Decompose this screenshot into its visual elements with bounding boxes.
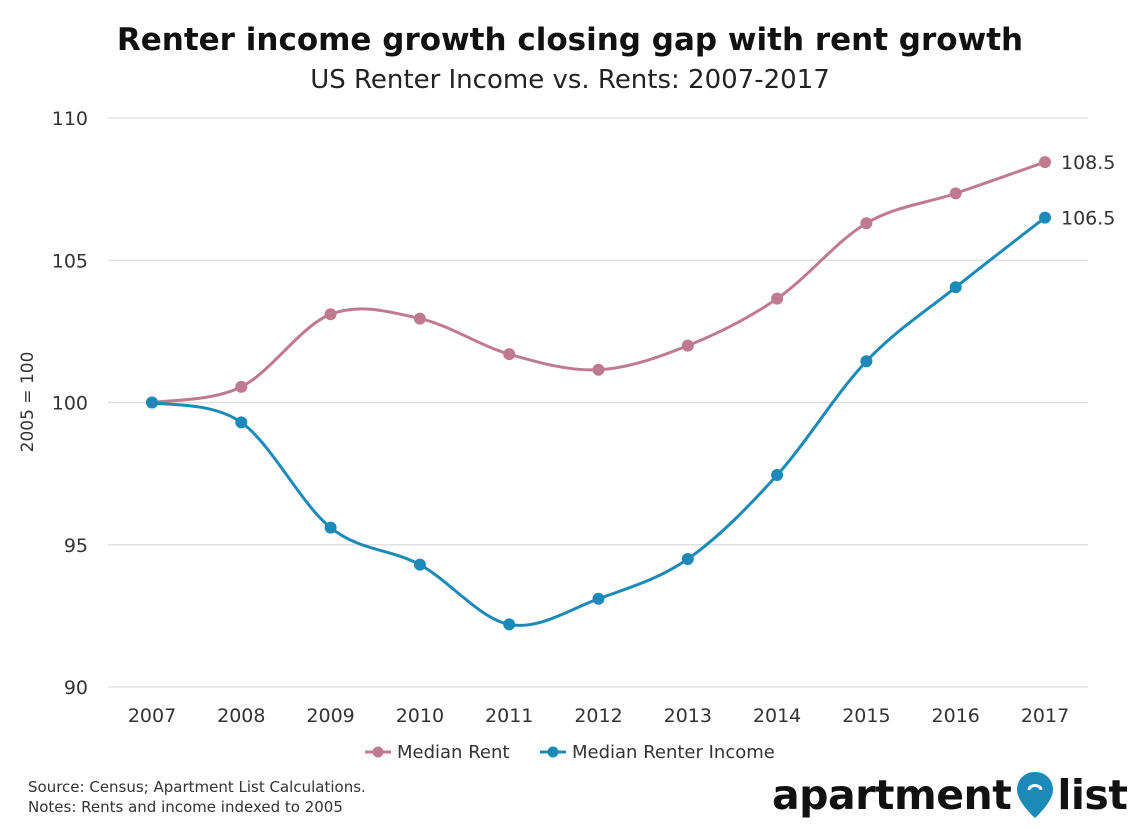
series-median-rent: 108.5 [146, 152, 1115, 409]
logo-text-list: list [1057, 771, 1128, 819]
point-median-rent-2011 [503, 348, 516, 361]
point-median-renter-income-2016 [949, 281, 962, 294]
end-label-median-rent: 108.5 [1061, 152, 1115, 174]
point-median-renter-income-2011 [503, 618, 516, 631]
x-tick-2007: 2007 [128, 705, 176, 727]
legend-label-median-renter-income: Median Renter Income [572, 742, 775, 763]
legend-marker-median-rent [372, 746, 384, 758]
point-median-renter-income-2015 [860, 355, 873, 368]
point-median-rent-2013 [681, 339, 694, 352]
chart-subtitle: US Renter Income vs. Rents: 2007-2017 [310, 65, 830, 95]
point-median-rent-2009 [324, 308, 337, 321]
chart-title: Renter income growth closing gap with re… [117, 22, 1023, 58]
point-median-rent-2017 [1039, 156, 1051, 169]
series-median-renter-income: 106.5 [146, 208, 1115, 631]
legend: Median Rent Median Renter Income [365, 742, 775, 763]
point-median-renter-income-2014 [771, 469, 784, 482]
series-group: 108.5 106.5 [146, 152, 1115, 631]
apartment-list-logo: apartment list [772, 768, 1128, 820]
x-tick-2009: 2009 [306, 705, 354, 727]
point-median-renter-income-2009 [324, 521, 337, 534]
x-tick-2011: 2011 [485, 705, 533, 727]
legend-marker-median-renter-income [547, 746, 559, 758]
notes-note: Notes: Rents and income indexed to 2005 [28, 798, 343, 816]
x-tick-labels: 2007 2008 2009 2010 2011 2012 2013 2014 2015 2016… [128, 705, 1069, 727]
point-median-rent-2014 [771, 292, 784, 305]
y-tick-105: 105 [52, 250, 88, 272]
point-median-rent-2010 [413, 312, 426, 325]
point-median-rent-2012 [592, 363, 605, 376]
point-median-rent-2016 [949, 187, 962, 200]
x-tick-2013: 2013 [664, 705, 712, 727]
map-pin-icon [1017, 772, 1054, 818]
point-median-rent-2015 [860, 217, 873, 230]
legend-label-median-rent: Median Rent [397, 742, 509, 763]
logo-text-apartment: apartment [772, 771, 1012, 819]
x-tick-2017: 2017 [1021, 705, 1069, 727]
chart-area: Renter income growth closing gap with re… [18, 22, 1115, 763]
footer-notes: Source: Census; Apartment List Calculati… [28, 777, 366, 817]
y-tick-95: 95 [64, 535, 88, 557]
line-median-renter-income [151, 216, 1046, 627]
y-tick-110: 110 [52, 108, 88, 130]
x-tick-2016: 2016 [932, 705, 980, 727]
grid-lines [108, 117, 1088, 688]
point-median-renter-income-2017 [1039, 211, 1051, 224]
y-tick-labels: 90 95 100 105 110 [52, 108, 88, 699]
y-tick-100: 100 [52, 393, 88, 415]
x-tick-2012: 2012 [574, 705, 622, 727]
point-median-renter-income-2007 [146, 396, 158, 409]
y-axis-label: 2005 = 100 [18, 352, 38, 453]
point-median-renter-income-2008 [235, 416, 248, 429]
x-tick-2014: 2014 [753, 705, 801, 727]
x-tick-2010: 2010 [396, 705, 444, 727]
end-label-median-renter-income: 106.5 [1061, 208, 1115, 230]
point-median-renter-income-2013 [681, 552, 694, 565]
source-note: Source: Census; Apartment List Calculati… [28, 778, 366, 796]
x-tick-2015: 2015 [842, 705, 890, 727]
y-tick-90: 90 [64, 677, 88, 699]
point-median-renter-income-2012 [592, 592, 605, 605]
point-median-renter-income-2010 [413, 558, 426, 571]
point-median-rent-2008 [235, 380, 248, 393]
x-tick-2008: 2008 [217, 705, 265, 727]
